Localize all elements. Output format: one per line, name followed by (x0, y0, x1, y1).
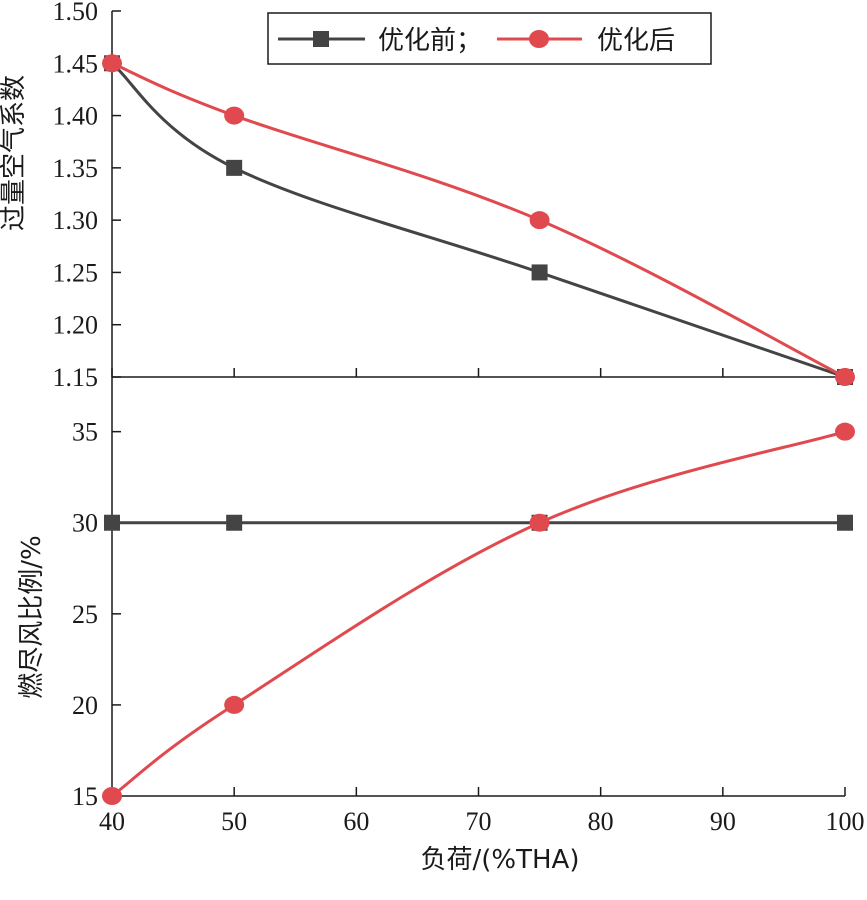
legend-label-before: 优化前； (378, 26, 482, 56)
xtick-label: 80 (588, 807, 614, 836)
xtick-label: 90 (710, 807, 736, 836)
top-point-before (226, 159, 243, 176)
series-markers-layer (102, 54, 855, 805)
top-point-after (224, 106, 245, 125)
bottom-point-after (835, 422, 855, 441)
bottom-ytick-label: 25 (72, 600, 98, 629)
xlabel: 负荷/(%THA) (421, 845, 580, 875)
bottom-ytick-label: 35 (72, 418, 98, 447)
top-line-before (111, 62, 846, 379)
bottom-point-before (104, 514, 120, 531)
xtick-label: 100 (826, 807, 865, 836)
bottom-point-after (529, 513, 550, 532)
top-line-after (111, 61, 846, 379)
top-point-before (531, 264, 548, 281)
xtick-label: 40 (99, 807, 125, 836)
series-lines-layer (111, 61, 846, 798)
top-ytick-label: 1.50 (53, 0, 99, 26)
bottom-point-after (102, 787, 122, 805)
legend-marker-before (313, 31, 329, 47)
top-ytick-label: 1.40 (53, 102, 99, 131)
top-ytick-label: 1.45 (53, 49, 99, 78)
top-point-after (102, 54, 122, 73)
top-ylabel: 过量空气系数 (0, 75, 29, 231)
xtick-label: 70 (466, 807, 492, 836)
bottom-ytick-label: 30 (72, 509, 98, 538)
xtick-label: 50 (221, 807, 247, 836)
top-ytick-label: 1.35 (53, 154, 99, 183)
xtick-label: 60 (343, 807, 369, 836)
top-ytick-label: 1.20 (53, 311, 99, 340)
top-ytick-label: 1.15 (53, 363, 99, 392)
bottom-point-before (837, 514, 853, 531)
axes-layer: 1.15 1.20 1.25 1.30 1.35 1.40 1.45 1.50 15 20 25 30… (53, 0, 865, 836)
top-ytick-label: 1.30 (53, 206, 99, 235)
bottom-line-after (111, 430, 846, 798)
top-point-after (835, 368, 855, 386)
top-point-after (529, 211, 550, 230)
bottom-ytick-label: 15 (72, 782, 98, 811)
bottom-point-after (224, 695, 245, 714)
legend-label-after: 优化后 (597, 26, 675, 56)
legend-marker-after (529, 30, 549, 48)
bottom-point-before (226, 514, 243, 531)
bottom-ylabel: 燃尽风比例/% (17, 535, 47, 698)
legend: 优化前； 优化后 (267, 12, 712, 65)
top-ytick-label: 1.25 (53, 258, 99, 287)
bottom-ytick-label: 20 (72, 691, 98, 720)
